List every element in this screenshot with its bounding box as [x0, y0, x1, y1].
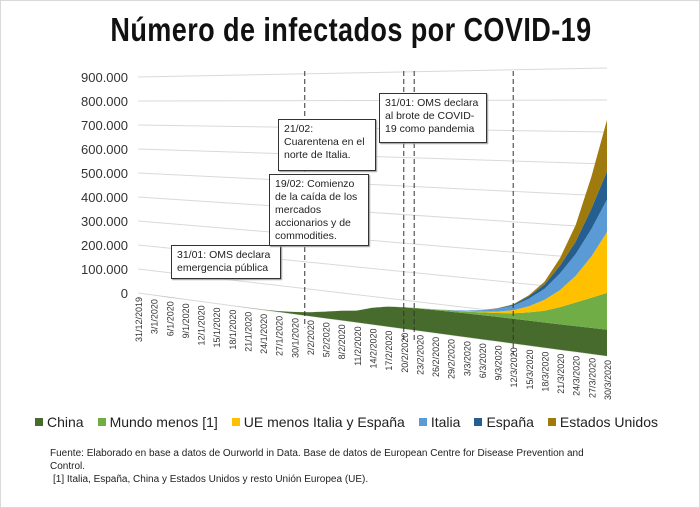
x-tick-label: 27/3/2020	[587, 358, 597, 398]
y-tick-label: 200.000	[81, 238, 128, 253]
x-tick-label: 14/2/2020	[369, 329, 379, 369]
y-tick-label: 500.000	[81, 166, 128, 181]
x-tick-label: 9/3/2020	[494, 345, 504, 380]
x-tick-label: 31/12/2019	[134, 297, 144, 342]
x-tick-label: 23/2/2020	[415, 335, 425, 375]
x-tick-label: 21/3/2020	[556, 354, 566, 394]
x-tick-label: 2/2/2020	[306, 320, 316, 355]
footnote-text: [1] Italia, España, China y Estados Unid…	[53, 474, 369, 485]
legend-swatch	[474, 418, 483, 426]
y-tick-label: 900.000	[81, 70, 128, 85]
y-tick-label: 100.000	[81, 262, 128, 277]
legend-label: Mundo menos [1]	[109, 414, 218, 430]
x-tick-label: 5/2/2020	[322, 322, 332, 357]
y-tick-label: 600.000	[81, 142, 128, 157]
legend: China Mundo menos [1] UE menos Italia y …	[35, 414, 658, 430]
x-tick-label: 29/2/2020	[447, 339, 457, 379]
legend-swatch	[231, 418, 240, 426]
area-china	[138, 292, 607, 356]
annotation-oms-emergencia: 31/01: OMS declara emergencia pública	[171, 245, 281, 279]
x-tick-label: 30/1/2020	[290, 318, 300, 358]
x-tick-label: 27/1/2020	[275, 316, 285, 356]
x-tick-label: 24/1/2020	[259, 314, 269, 354]
annotation-caida-mercados: 19/02: Comienzo de la caída de los merca…	[269, 174, 369, 246]
legend-label: China	[47, 414, 84, 430]
x-tick-label: 15/3/2020	[525, 350, 535, 390]
x-tick-label: 17/2/2020	[384, 331, 394, 371]
x-tick-label: 20/2/2020	[400, 333, 410, 373]
legend-swatch	[97, 418, 106, 426]
y-tick-label: 700.000	[81, 118, 128, 133]
x-tick-label: 12/1/2020	[197, 305, 207, 345]
legend-label: Estados Unidos	[559, 414, 658, 430]
x-tick-label: 15/1/2020	[212, 308, 222, 348]
gridline	[137, 172, 608, 197]
gridline	[137, 220, 608, 261]
source-text: Fuente: Elaborado en base a datos de Our…	[50, 448, 584, 472]
x-tick-label: 3/1/2020	[150, 299, 160, 334]
legend-label: UE menos Italia y España	[243, 414, 405, 430]
x-tick-label: 11/2/2020	[353, 326, 363, 365]
y-tick-label: 0	[121, 286, 128, 301]
x-tick-label: 6/1/2020	[165, 301, 175, 336]
x-tick-label: 18/3/2020	[540, 352, 550, 392]
y-tick-label: 400.000	[81, 190, 128, 205]
legend-swatch	[35, 418, 43, 426]
legend-item-ue: UE menos Italia y España	[231, 414, 405, 430]
legend-item-italia: Italia	[418, 414, 461, 430]
legend-label: España	[486, 414, 534, 430]
gridline	[137, 67, 608, 78]
annotation-cuarentena-italia: 21/02: Cuarentena en el norte de Italia.	[278, 119, 376, 171]
chart-title: Número de infectados por COVID-19	[110, 11, 592, 48]
legend-label: Italia	[430, 414, 461, 430]
area-ue-menos-italia-y-espa-a	[138, 232, 607, 314]
x-tick-label: 3/3/2020	[462, 341, 472, 376]
x-tick-label: 30/3/2020	[603, 360, 613, 400]
x-tick-label: 18/1/2020	[228, 310, 238, 350]
x-tick-label: 12/3/2020	[509, 347, 519, 387]
legend-item-espana: España	[474, 414, 534, 430]
x-tick-label: 24/3/2020	[572, 356, 582, 396]
legend-item-china: China	[35, 414, 84, 430]
x-tick-label: 8/2/2020	[337, 324, 347, 359]
x-tick-label: 21/1/2020	[243, 312, 253, 352]
legend-swatch	[547, 418, 556, 426]
legend-item-eeuu: Estados Unidos	[547, 414, 658, 430]
x-tick-label: 26/2/2020	[431, 337, 441, 377]
gridline	[137, 99, 608, 102]
x-tick-label: 6/3/2020	[478, 343, 488, 378]
legend-swatch	[418, 418, 427, 426]
annotation-oms-pandemia: 31/01: OMS declara al brote de COVID- 19…	[379, 93, 487, 143]
x-tick-label: 9/1/2020	[181, 303, 191, 338]
gridline	[137, 196, 608, 229]
y-tick-label: 300.000	[81, 214, 128, 229]
y-tick-label: 800.000	[81, 94, 128, 109]
footer: Fuente: Elaborado en base a datos de Our…	[50, 447, 590, 486]
legend-item-mundo: Mundo menos [1]	[97, 414, 218, 430]
